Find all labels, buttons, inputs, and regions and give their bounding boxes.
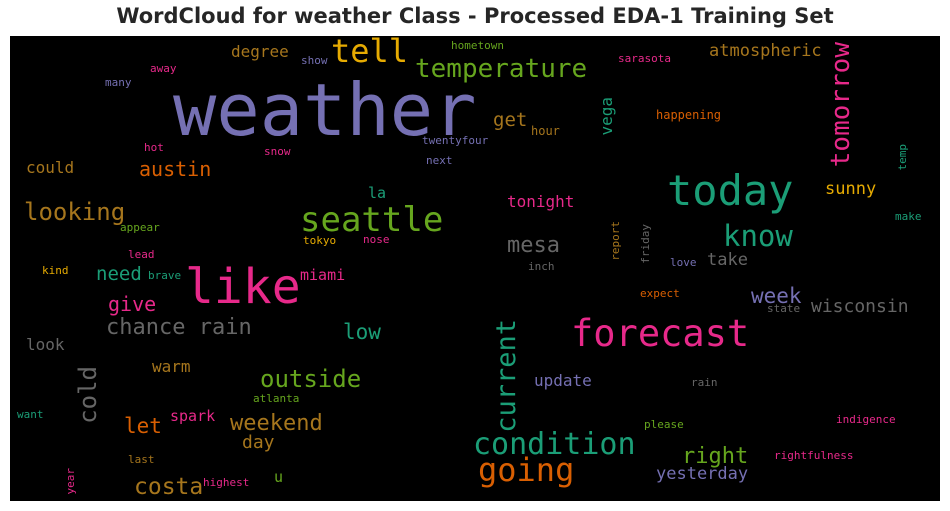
word-weekend: weekend — [230, 411, 323, 436]
word-tomorrow: tomorrow — [826, 42, 856, 168]
word-snow: snow — [264, 145, 291, 158]
word-hour: hour — [531, 124, 560, 138]
word-warm: warm — [152, 357, 191, 376]
word-chance-rain: chance rain — [106, 315, 252, 340]
word-rightfulness: rightfulness — [774, 449, 854, 462]
word-highest: highest — [203, 476, 250, 489]
word-could: could — [26, 158, 75, 177]
word-today: today — [667, 166, 794, 215]
word-going: going — [478, 451, 575, 489]
word-know: know — [723, 219, 793, 253]
word-appear: appear — [120, 221, 160, 234]
word-cloud-canvas: weather like today forecast seattle tell tempe… — [10, 36, 940, 501]
word-nose: nose — [363, 233, 390, 246]
word-wisconsin: wisconsin — [811, 296, 909, 317]
word-u: u — [274, 468, 284, 486]
word-update: update — [534, 371, 592, 390]
word-many: many — [105, 76, 132, 89]
word-weather: weather — [173, 68, 477, 152]
word-mesa: mesa — [507, 233, 560, 258]
word-year: year — [64, 468, 77, 495]
word-yesterday: yesterday — [656, 464, 749, 484]
word-forecast: forecast — [571, 312, 750, 355]
word-state: state — [767, 302, 801, 315]
word-miami: miami — [300, 266, 346, 284]
word-want: want — [17, 408, 44, 421]
word-inch: inch — [528, 260, 555, 273]
word-right: right — [682, 444, 749, 469]
word-get: get — [493, 109, 528, 131]
chart-title: WordCloud for weather Class - Processed … — [116, 4, 834, 28]
word-looking: looking — [24, 198, 126, 226]
word-low: low — [343, 320, 381, 344]
word-tonight: tonight — [507, 192, 575, 211]
word-friday: friday — [639, 224, 652, 264]
word-give: give — [108, 292, 157, 316]
word-vega: vega — [597, 97, 616, 136]
word-week: week — [751, 284, 802, 308]
word-brave: brave — [148, 269, 182, 282]
word-look: look — [26, 335, 65, 354]
word-costa: costa — [134, 474, 204, 500]
word-la: la — [368, 184, 387, 202]
word-seattle: seattle — [300, 200, 444, 240]
word-please: please — [644, 418, 684, 431]
word-away: away — [150, 62, 177, 75]
word-report: report — [609, 221, 622, 261]
word-atmospheric: atmospheric — [709, 41, 822, 61]
word-sunny: sunny — [825, 179, 877, 199]
word-happening: happening — [656, 108, 722, 122]
word-indigence: indigence — [836, 413, 896, 426]
word-austin: austin — [139, 157, 212, 181]
word-spark: spark — [170, 407, 216, 425]
word-hot: hot — [144, 141, 164, 154]
word-degree: degree — [231, 42, 289, 61]
word-make: make — [895, 210, 922, 223]
word-current: current — [491, 319, 522, 433]
word-cold: cold — [74, 366, 102, 424]
word-sarasota: sarasota — [618, 52, 671, 65]
word-need: need — [96, 263, 142, 285]
word-temperature: temperature — [415, 54, 588, 84]
word-tell: tell — [331, 36, 409, 70]
word-love: love — [670, 256, 697, 269]
word-let: let — [124, 414, 162, 438]
word-expect: expect — [640, 287, 680, 300]
word-last: last — [128, 453, 155, 466]
word-outside: outside — [260, 365, 362, 393]
word-day: day — [242, 432, 275, 453]
word-kind: kind — [42, 264, 69, 277]
word-next: next — [426, 154, 453, 167]
word-take: take — [707, 250, 748, 270]
word-atlanta: atlanta — [253, 392, 300, 405]
word-temp: temp — [896, 144, 909, 171]
word-rain: rain — [691, 376, 718, 389]
word-lead: lead — [128, 248, 155, 261]
word-show: show — [301, 54, 328, 67]
word-condition: condition — [473, 427, 636, 462]
word-tokyo: tokyo — [303, 234, 337, 247]
word-twentyfour: twentyfour — [422, 134, 489, 147]
word-like: like — [185, 259, 301, 315]
word-hometown: hometown — [451, 39, 504, 52]
